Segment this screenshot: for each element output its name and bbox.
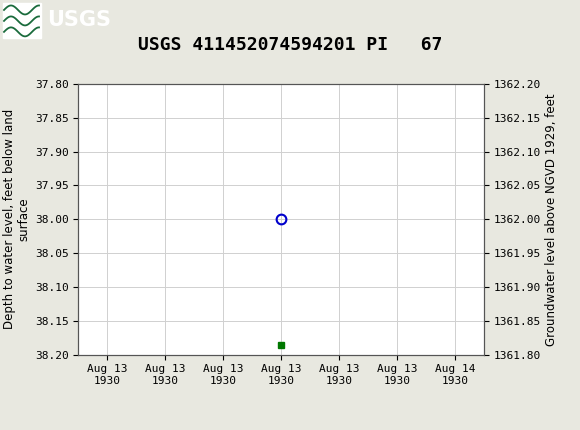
Y-axis label: Groundwater level above NGVD 1929, feet: Groundwater level above NGVD 1929, feet: [545, 93, 559, 346]
Text: USGS: USGS: [47, 10, 111, 31]
Y-axis label: Depth to water level, feet below land
surface: Depth to water level, feet below land su…: [3, 109, 31, 329]
FancyBboxPatch shape: [3, 3, 41, 38]
Text: USGS 411452074594201 PI   67: USGS 411452074594201 PI 67: [138, 36, 442, 54]
